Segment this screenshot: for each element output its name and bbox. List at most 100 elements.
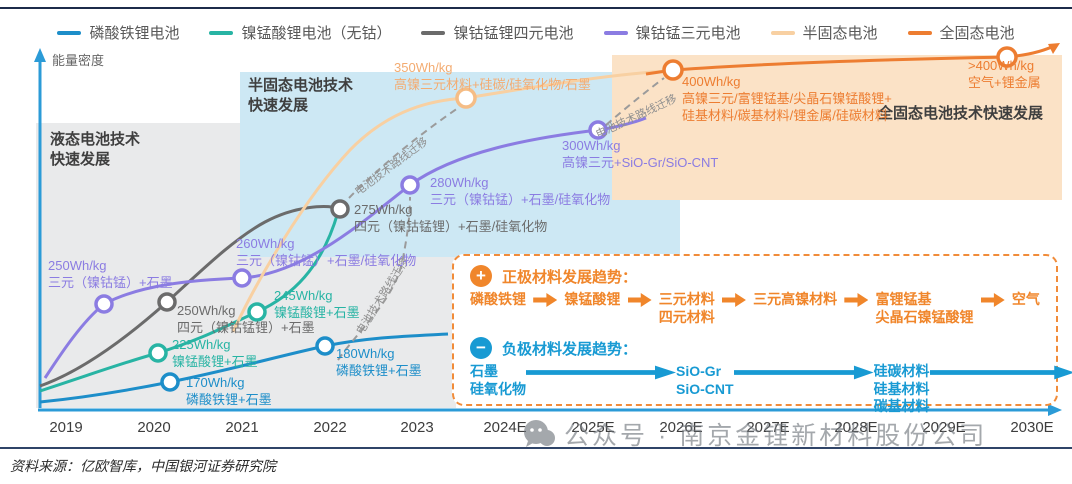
legend-swatch [603, 30, 628, 35]
anode-step-line: SiO-Gr [676, 363, 722, 379]
legend-item-quaternary: 镍钴锰锂四元电池 [421, 22, 574, 43]
legend-label: 半固态电池 [802, 25, 878, 42]
anode-step-line: 碳基材料 [873, 398, 930, 414]
cathode-trend-header: 正极材料发展趋势： [470, 263, 1040, 289]
legend-swatch [907, 30, 932, 35]
annotation-value: 170Wh/kg [186, 375, 245, 390]
anode-step-line: 硅氧化物 [470, 380, 526, 397]
cathode-step-line: 富锂锰基 [875, 291, 932, 307]
cathode-step: 空气 [1012, 291, 1040, 309]
annotation: 400Wh/kg 高镍三元/富锂锰基/尖晶石镍锰酸锂+ 硅基材料/碳基材料/锂金… [682, 74, 892, 125]
cathode-step: 镍锰酸锂 [564, 291, 620, 309]
cathode-step-line: 磷酸铁锂 [470, 291, 526, 307]
anode-step: SiO-Gr SiO-CNT [676, 363, 734, 398]
watermark-text: 公众号 · 南京金锂新材料股份公司 [564, 422, 988, 450]
annotation: 350Wh/kg 高镍三元材料+硅碳/硅氧化物/石墨 [394, 60, 591, 94]
region-label-line: 半固态电池技术 [248, 77, 354, 94]
annotation-value: 400Wh/kg [682, 74, 741, 89]
annotation-material: 高镍三元材料+硅碳/硅氧化物/石墨 [394, 76, 591, 92]
annotation-material: 三元（镍钴锰）+石墨 [48, 274, 173, 290]
legend-label: 镍锰酸锂电池（无钴） [241, 25, 392, 42]
annotation-value: 245Wh/kg [274, 288, 333, 303]
cathode-step-line: 尖晶石镍锰酸锂 [875, 308, 974, 325]
region-label-line: 全固态电池技术快速发展 [878, 105, 1044, 122]
x-tick: 2020 [137, 419, 171, 436]
annotation: 260Wh/kg 三元（镍钴锰）+石墨/硅氧化物 [236, 236, 416, 270]
annotation-value: 300Wh/kg [562, 138, 621, 153]
annotation-material: 三元（镍钴锰）+石墨/硅氧化物 [430, 191, 611, 207]
annotation: 250Wh/kg 三元（镍钴锰）+石墨 [48, 258, 173, 292]
annotation-material: 磷酸铁锂+石墨 [336, 362, 422, 378]
annotation-material: 高镍三元+SiO-Gr/SiO-CNT [562, 154, 719, 170]
y-axis-label: 能量密度 [52, 53, 105, 68]
legend-label: 磷酸铁锂电池 [89, 25, 180, 42]
annotation-material: 磷酸铁锂+石墨 [186, 391, 272, 407]
anode-trend-header: 负极材料发展趋势： [470, 335, 1040, 361]
x-tick: 2021 [225, 419, 259, 436]
source-note: 资料来源：亿欧智库，中国银河证券研究院 [10, 458, 276, 474]
x-tick: 2024E [483, 419, 527, 436]
legend-item-solid: 全固态电池 [907, 22, 1015, 43]
cathode-step-line: 镍锰酸锂 [564, 291, 621, 307]
annotation-value: >400Wh/kg [968, 58, 1035, 73]
legend-item-lnmo: 镍锰酸锂电池（无钴） [209, 22, 391, 43]
x-tick: 2029E [922, 419, 966, 436]
cathode-step: 磷酸铁锂 [470, 291, 526, 309]
x-tick: 2027E [746, 419, 790, 436]
arrow-right-icon [627, 293, 652, 307]
annotation: 180Wh/kg 磷酸铁锂+石墨 [336, 346, 422, 380]
annotation: 300Wh/kg 高镍三元+SiO-Gr/SiO-CNT [562, 138, 718, 172]
annotation: 170Wh/kg 磷酸铁锂+石墨 [186, 375, 272, 409]
arrow-right-icon [526, 365, 676, 380]
annotation-value: 180Wh/kg [336, 346, 395, 361]
annotation-material: 四元（镍钴锰锂）+石墨/硅氧化物 [354, 218, 548, 234]
region-label-line: 液态电池技术 [50, 131, 141, 148]
x-tick: 2030E [1010, 419, 1054, 436]
anode-trend-title: 负极材料发展趋势： [502, 340, 638, 358]
legend-label: 镍钴锰锂四元电池 [453, 25, 574, 42]
material-trend-box: 正极材料发展趋势： 磷酸铁锂 镍锰酸锂 三元材料 四元材料 三元高镍材料 富锂锰… [452, 254, 1072, 414]
annotation-material: 高镍三元/富锂锰基/尖晶石镍锰酸锂+ [682, 90, 892, 106]
annotation-value: 280Wh/kg [430, 175, 489, 190]
x-tick: 2026E [659, 419, 703, 436]
arrow-right-icon [980, 293, 1005, 307]
annotation: 280Wh/kg 三元（镍钴锰）+石墨/硅氧化物 [430, 175, 610, 209]
x-tick: 2022 [313, 419, 347, 436]
x-tick: 2028E [834, 419, 878, 436]
annotation-material: 空气+锂金属 [968, 74, 1041, 90]
arrow-right-icon [533, 293, 558, 307]
arrow-right-icon [733, 365, 874, 380]
legend-swatch [209, 30, 234, 35]
cathode-trend-title: 正极材料发展趋势： [502, 268, 638, 286]
region-label-liquid: 液态电池技术 快速发展 [50, 130, 140, 171]
x-tick: 2025E [571, 419, 615, 436]
annotation-material: 镍锰酸锂+石墨 [274, 304, 360, 320]
top-divider [0, 7, 1072, 9]
region-all-solid-battery [612, 55, 1062, 200]
wechat-icon [524, 420, 555, 447]
annotation-value: 350Wh/kg [394, 60, 453, 75]
legend-label: 镍钴锰三元电池 [635, 25, 741, 42]
annotation: >400Wh/kg 空气+锂金属 [968, 58, 1041, 92]
x-tick: 2023 [400, 419, 434, 436]
legend-item-ncm: 镍钴锰三元电池 [603, 22, 741, 43]
annotation-material: 三元（镍钴锰）+石墨/硅氧化物 [236, 252, 417, 268]
region-label-all-solid: 全固态电池技术快速发展 [878, 104, 1043, 124]
legend-swatch [57, 30, 82, 35]
legend-swatch [421, 30, 446, 35]
legend-item-lfp: 磷酸铁锂电池 [57, 22, 179, 43]
anode-step-line: 硅基材料 [873, 380, 930, 397]
arrow-right-icon [844, 293, 869, 307]
legend-label: 全固态电池 [939, 25, 1015, 42]
watermark: 公众号 · 南京金锂新材料股份公司 [522, 416, 987, 452]
arrow-right-icon [721, 293, 746, 307]
anode-step: 石墨 硅氧化物 [470, 363, 526, 398]
anode-step-line: SiO-CNT [676, 380, 734, 397]
region-label-semi-solid: 半固态电池技术 快速发展 [248, 76, 353, 117]
annotation-value: 250Wh/kg [48, 258, 107, 273]
legend-item-semisolid: 半固态电池 [770, 22, 878, 43]
x-axis-arrow-icon [1048, 404, 1062, 416]
annotation-material: 镍锰酸锂+石墨 [172, 353, 258, 369]
bottom-divider [0, 447, 1072, 449]
